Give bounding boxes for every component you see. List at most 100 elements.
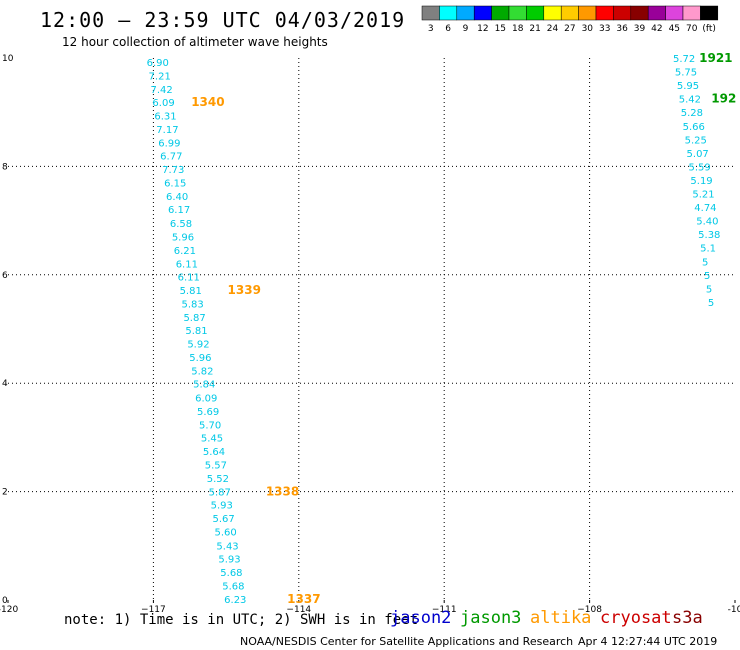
colorbar-label: 9: [463, 24, 469, 34]
wave-height-label: 5.96: [189, 353, 211, 364]
wave-height-label: 5.84: [193, 380, 215, 391]
y-tick-label: 6: [2, 271, 8, 281]
wave-height-label-east: 5.72: [673, 54, 695, 65]
wave-height-label-east: 5: [706, 284, 712, 295]
wave-height-label: 6.40: [166, 192, 188, 203]
wave-height-label-east: 5.40: [696, 217, 718, 228]
colorbar-swatch: [543, 5, 562, 21]
colorbar-swatch: [647, 5, 666, 21]
x-tick-label: -10: [728, 605, 740, 615]
colorbar-label: 39: [634, 24, 646, 34]
wave-height-label: 6.31: [154, 111, 176, 122]
legend-cryosat: cryosat: [600, 608, 672, 628]
y-tick-label: 2: [2, 488, 8, 498]
colorbar-label: 33: [599, 24, 610, 34]
wave-height-label: 5.67: [213, 514, 235, 525]
wave-height-label: 6.77: [160, 152, 182, 163]
wave-height-label: 5.68: [222, 581, 244, 592]
wave-height-label: 5.83: [182, 300, 204, 311]
pass-time-label: 1921: [699, 51, 732, 65]
colorbar-label: 6: [445, 24, 451, 34]
colorbar-swatch: [439, 5, 458, 21]
colorbar-swatch: [508, 5, 527, 21]
colorbar-label: 27: [564, 24, 575, 34]
wave-height-label: 7.42: [150, 85, 172, 96]
wave-height-label: 6.58: [170, 219, 192, 230]
wave-height-label: 5.96: [172, 232, 194, 243]
colorbar-swatch: [595, 5, 614, 21]
wave-height-label: 6.17: [168, 205, 190, 216]
colorbar-label: 24: [547, 24, 559, 34]
wave-height-label: 5.93: [211, 501, 233, 512]
wave-height-label-east: 5: [708, 298, 714, 309]
y-tick-label: 4: [2, 379, 8, 389]
wave-height-label: 5.64: [203, 447, 225, 458]
wave-height-label-east: 5.28: [681, 108, 703, 119]
wave-height-label: 7.73: [162, 165, 184, 176]
pass-time-label: 1338: [266, 485, 299, 499]
wave-height-label-east: 5.42: [679, 95, 701, 106]
x-tick-label: -120: [0, 605, 18, 615]
y-tick-label: 10: [2, 54, 14, 64]
wave-height-label: 6.11: [176, 259, 198, 270]
wave-height-label: 5.81: [180, 286, 202, 297]
colorbar-label: 12: [477, 24, 488, 34]
y-tick-label: 8: [2, 162, 8, 172]
wave-height-label: 6.09: [152, 98, 174, 109]
colorbar-swatch: [630, 5, 649, 21]
colorbar-label: (ft): [702, 24, 716, 34]
wave-height-label: 6.15: [164, 179, 186, 190]
wave-height-label-east: 5.25: [685, 135, 707, 146]
colorbar-swatch: [613, 5, 632, 21]
colorbar-label: 21: [529, 24, 540, 34]
x-tick-label: −108: [577, 605, 602, 615]
wave-height-label: 6.23: [224, 595, 246, 606]
pass-time-label: 1337: [287, 592, 320, 606]
wave-height-label: 5.87: [183, 313, 205, 324]
wave-height-label-east: 5.1: [700, 244, 716, 255]
colorbar-label: 70: [686, 24, 698, 34]
wave-height-label: 6.90: [147, 58, 169, 69]
y-tick-label: 0: [2, 596, 8, 606]
pass-time-label: 1340: [191, 95, 224, 109]
wave-height-label-east: 5.66: [683, 122, 705, 133]
wave-height-label-east: 5: [702, 257, 708, 268]
legend-jason2: jason2: [390, 608, 452, 628]
wave-height-label-east: 5.95: [677, 81, 699, 92]
wave-height-label: 5.70: [199, 420, 221, 431]
pass-time-label: 1339: [228, 283, 261, 297]
colorbar-label: 36: [616, 24, 628, 34]
wave-height-label-east: 4.74: [694, 203, 716, 214]
wave-height-label: 6.09: [195, 393, 217, 404]
x-tick-label: −111: [432, 605, 457, 615]
wave-height-label: 7.17: [156, 125, 178, 136]
credit-text: NOAA/NESDIS Center for Satellite Applica…: [240, 635, 574, 648]
units-note: note: 1) Time is in UTC; 2) SWH is in fe…: [64, 612, 419, 628]
wave-height-label-east: 5.19: [690, 176, 712, 187]
chart-title: 12:00 – 23:59 UTC 04/03/2019: [40, 8, 406, 32]
colorbar-label: 45: [669, 24, 680, 34]
wave-height-label: 6.99: [158, 139, 180, 150]
x-tick-label: −114: [286, 605, 311, 615]
colorbar-label: 30: [582, 24, 594, 34]
legend-altika: altika: [530, 608, 592, 628]
x-tick-label: −117: [141, 605, 166, 615]
colorbar-swatch: [682, 5, 701, 21]
wave-height-label: 5.57: [205, 461, 227, 472]
pass-time-label: 192: [711, 92, 736, 106]
wave-height-label: 5.81: [185, 326, 207, 337]
wave-height-label: 5.43: [216, 541, 238, 552]
wave-height-label-east: 5.75: [675, 68, 697, 79]
colorbar-swatch: [526, 5, 545, 21]
legend-s3a: s3a: [672, 608, 703, 628]
colorbar-swatch: [473, 5, 492, 21]
legend-jason3: jason3: [460, 608, 522, 628]
colorbar-label: 3: [428, 24, 434, 34]
colorbar-swatch: [456, 5, 475, 21]
wave-height-label-east: 5.59: [688, 162, 710, 173]
colorbar-swatch: [560, 5, 579, 21]
colorbar-swatch: [700, 5, 719, 21]
wave-height-label-east: 5.07: [687, 149, 709, 160]
